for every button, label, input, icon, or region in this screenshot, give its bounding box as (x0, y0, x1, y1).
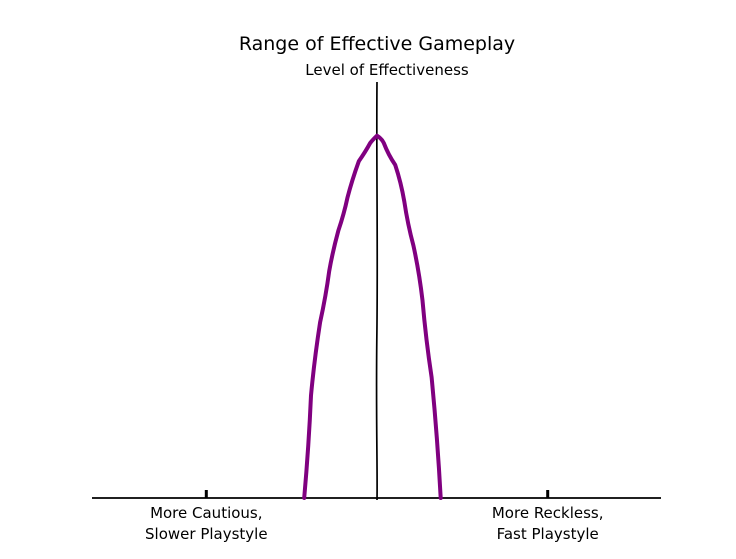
series-layer (302, 133, 443, 500)
series-line (302, 133, 443, 500)
y-axis-label: Level of Effectiveness (305, 61, 469, 79)
y-axis-line (375, 81, 379, 501)
x-tick-label: More Reckless, (492, 504, 604, 522)
x-tick-label: Slower Playstyle (145, 525, 268, 543)
x-tick-label: More Cautious, (150, 504, 262, 522)
x-ticks: More Cautious, Slower Playstyle More Reckl… (145, 490, 604, 543)
x-tick-label: Fast Playstyle (497, 525, 599, 543)
chart-title: Range of Effective Gameplay (239, 33, 515, 55)
